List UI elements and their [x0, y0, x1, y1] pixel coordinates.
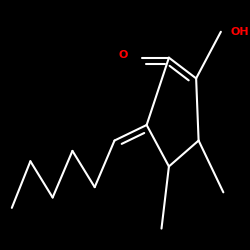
Text: OH: OH — [230, 27, 249, 37]
Text: O: O — [118, 50, 128, 60]
